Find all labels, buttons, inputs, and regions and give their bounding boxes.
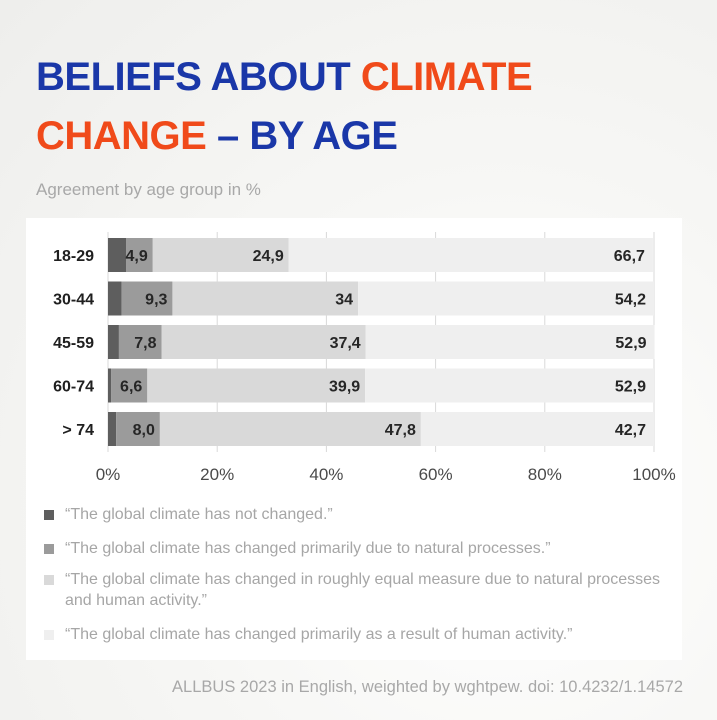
bar-segment (118, 325, 162, 359)
data-label: 37,4 (330, 335, 361, 352)
data-label: 52,9 (615, 335, 646, 352)
title-part-2: CLIMATE (360, 55, 533, 99)
data-label: 47,8 (385, 422, 416, 439)
data-label: 4,9 (126, 248, 148, 265)
x-tick-label: 20% (200, 465, 234, 484)
legend-label: “The global climate has not changed.” (65, 506, 333, 523)
legend-swatch (44, 575, 54, 585)
data-label: 39,9 (329, 379, 360, 396)
data-label: 42,7 (615, 422, 646, 439)
bar-segment (108, 281, 122, 316)
x-tick-label: 0% (96, 465, 121, 484)
bar-segment (159, 412, 421, 446)
x-tick-label: 80% (528, 465, 562, 484)
bar-segment (365, 368, 654, 403)
bar-segment (121, 281, 173, 316)
category-label: > 74 (62, 422, 94, 439)
legend-swatch (44, 630, 54, 640)
category-label: 60-74 (53, 379, 94, 396)
bar-segment (108, 368, 112, 403)
legend-swatch (44, 510, 54, 520)
chart-subtitle: Agreement by age group in % (36, 180, 261, 199)
data-label: 24,9 (253, 248, 284, 265)
bar-segment (172, 281, 359, 316)
x-tick-label: 60% (419, 465, 453, 484)
data-label: 6,6 (120, 379, 142, 396)
bar-segment (147, 368, 366, 403)
stacked-bar-chart: 18-29 4,9 24,9 66,7 30-44 9,3 34 54,2 45-59 7,8 37… (53, 232, 676, 484)
bar-segment (365, 325, 655, 359)
bar-segment (358, 281, 654, 316)
chart-title: BELIEFS ABOUT CLIMATE CHANGE – BY AGE (36, 48, 676, 166)
data-label: 52,9 (615, 379, 646, 396)
bar-segment (161, 325, 366, 359)
legend-label: “The global climate has changed primaril… (65, 626, 573, 643)
legend-label: “The global climate has changed in rough… (65, 571, 661, 609)
title-part-1: BELIEFS ABOUT (36, 55, 361, 99)
data-label: 54,2 (615, 292, 646, 309)
x-tick-label: 100% (632, 465, 675, 484)
category-label: 45-59 (53, 335, 94, 352)
data-label: 7,8 (134, 335, 156, 352)
category-label: 18-29 (53, 248, 94, 265)
data-label: 66,7 (614, 248, 645, 265)
x-tick-label: 40% (309, 465, 343, 484)
bar-segment (288, 238, 653, 272)
data-label: 34 (335, 292, 353, 309)
bar-segment (420, 412, 654, 446)
source-note: ALLBUS 2023 in English, weighted by wght… (172, 678, 683, 696)
data-label: 8,0 (133, 422, 155, 439)
bar-segment (108, 325, 119, 359)
data-label: 9,3 (145, 292, 167, 309)
legend-label: “The global climate has changed primaril… (65, 540, 551, 557)
bar-segment (111, 368, 148, 403)
bar-segment (126, 238, 153, 272)
bar-segment (152, 238, 289, 272)
category-label: 30-44 (53, 292, 94, 309)
bar-segment (108, 238, 127, 272)
title-part-4: – BY AGE (206, 114, 398, 158)
legend-swatch (44, 544, 54, 554)
bar-segment (108, 412, 117, 446)
bar-segment (116, 412, 160, 446)
title-part-3: CHANGE (36, 114, 207, 158)
